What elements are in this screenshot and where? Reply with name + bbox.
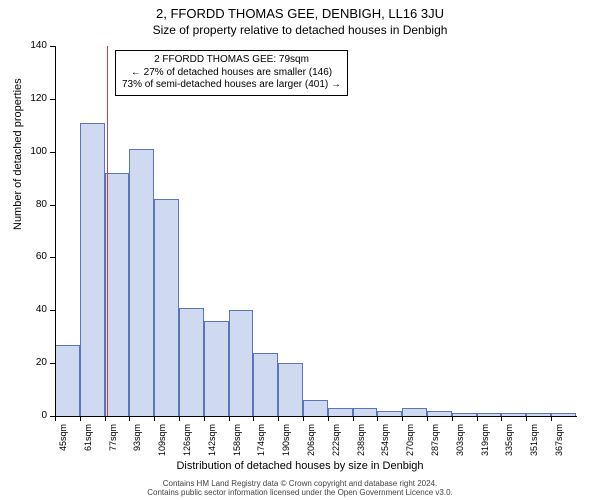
footer-line-2: Contains public sector information licen… [0,488,600,497]
x-tick-mark [501,416,502,421]
y-tick-mark [50,99,55,100]
x-tick-label: 45sqm [58,424,68,464]
x-tick-mark [105,416,106,421]
x-tick-label: 351sqm [529,424,539,464]
x-tick-mark [303,416,304,421]
x-tick-label: 142sqm [207,424,217,464]
histogram-bar [402,408,427,416]
histogram-bar [278,363,303,416]
annotation-callout: 2 FFORDD THOMAS GEE: 79sqm← 27% of detac… [115,50,348,96]
y-tick-mark [50,257,55,258]
x-tick-label: 254sqm [380,424,390,464]
histogram-bar [253,353,278,416]
x-tick-mark [452,416,453,421]
x-tick-mark [353,416,354,421]
x-tick-mark [80,416,81,421]
x-tick-mark [551,416,552,421]
x-tick-mark [154,416,155,421]
x-tick-mark [229,416,230,421]
x-axis-line [55,416,577,417]
x-tick-label: 238sqm [356,424,366,464]
x-tick-label: 222sqm [331,424,341,464]
x-tick-mark [377,416,378,421]
x-tick-mark [55,416,56,421]
y-tick-label: 0 [17,410,47,421]
x-tick-mark [204,416,205,421]
property-marker-line [107,46,108,416]
footer-attribution: Contains HM Land Registry data © Crown c… [0,479,600,497]
x-tick-mark [477,416,478,421]
histogram-bar [129,149,154,416]
histogram-bar [55,345,80,416]
y-tick-label: 40 [17,304,47,315]
histogram-bar [229,310,254,416]
x-tick-label: 206sqm [306,424,316,464]
x-tick-label: 303sqm [455,424,465,464]
y-tick-mark [50,363,55,364]
y-tick-label: 140 [17,40,47,51]
x-tick-label: 126sqm [182,424,192,464]
x-tick-label: 77sqm [108,424,118,464]
x-tick-label: 367sqm [554,424,564,464]
x-tick-mark [129,416,130,421]
footer-line-1: Contains HM Land Registry data © Crown c… [0,479,600,488]
x-tick-label: 190sqm [281,424,291,464]
y-tick-label: 100 [17,146,47,157]
x-tick-label: 174sqm [256,424,266,464]
y-tick-mark [50,205,55,206]
histogram-bar [353,408,378,416]
histogram-bar [105,173,130,416]
y-tick-label: 20 [17,357,47,368]
x-tick-mark [526,416,527,421]
annotation-line: 73% of semi-detached houses are larger (… [122,79,341,92]
x-tick-label: 287sqm [430,424,440,464]
x-axis-label: Distribution of detached houses by size … [0,460,600,472]
y-axis-line [55,46,56,416]
x-tick-label: 319sqm [480,424,490,464]
x-tick-label: 158sqm [232,424,242,464]
x-tick-label: 270sqm [405,424,415,464]
x-tick-mark [402,416,403,421]
y-tick-mark [50,310,55,311]
annotation-line: 2 FFORDD THOMAS GEE: 79sqm [122,54,341,67]
histogram-bar [303,400,328,416]
y-tick-label: 120 [17,93,47,104]
annotation-line: ← 27% of detached houses are smaller (14… [122,67,341,80]
x-tick-mark [278,416,279,421]
x-tick-mark [253,416,254,421]
histogram-bar [179,308,204,416]
y-tick-mark [50,152,55,153]
chart-container: 2, FFORDD THOMAS GEE, DENBIGH, LL16 3JU … [0,0,600,500]
histogram-bar [80,123,105,416]
x-tick-label: 61sqm [83,424,93,464]
chart-subtitle: Size of property relative to detached ho… [0,21,600,37]
histogram-bar [328,408,353,416]
y-tick-label: 60 [17,251,47,262]
histogram-bar [154,199,179,416]
plot-area: 02040608010012014045sqm61sqm77sqm93sqm10… [55,46,577,416]
x-tick-mark [179,416,180,421]
page-title: 2, FFORDD THOMAS GEE, DENBIGH, LL16 3JU [0,0,600,21]
x-tick-mark [427,416,428,421]
histogram-bar [204,321,229,416]
x-tick-mark [328,416,329,421]
x-tick-label: 109sqm [157,424,167,464]
x-tick-label: 93sqm [132,424,142,464]
y-tick-label: 80 [17,199,47,210]
y-tick-mark [50,46,55,47]
x-tick-label: 335sqm [504,424,514,464]
